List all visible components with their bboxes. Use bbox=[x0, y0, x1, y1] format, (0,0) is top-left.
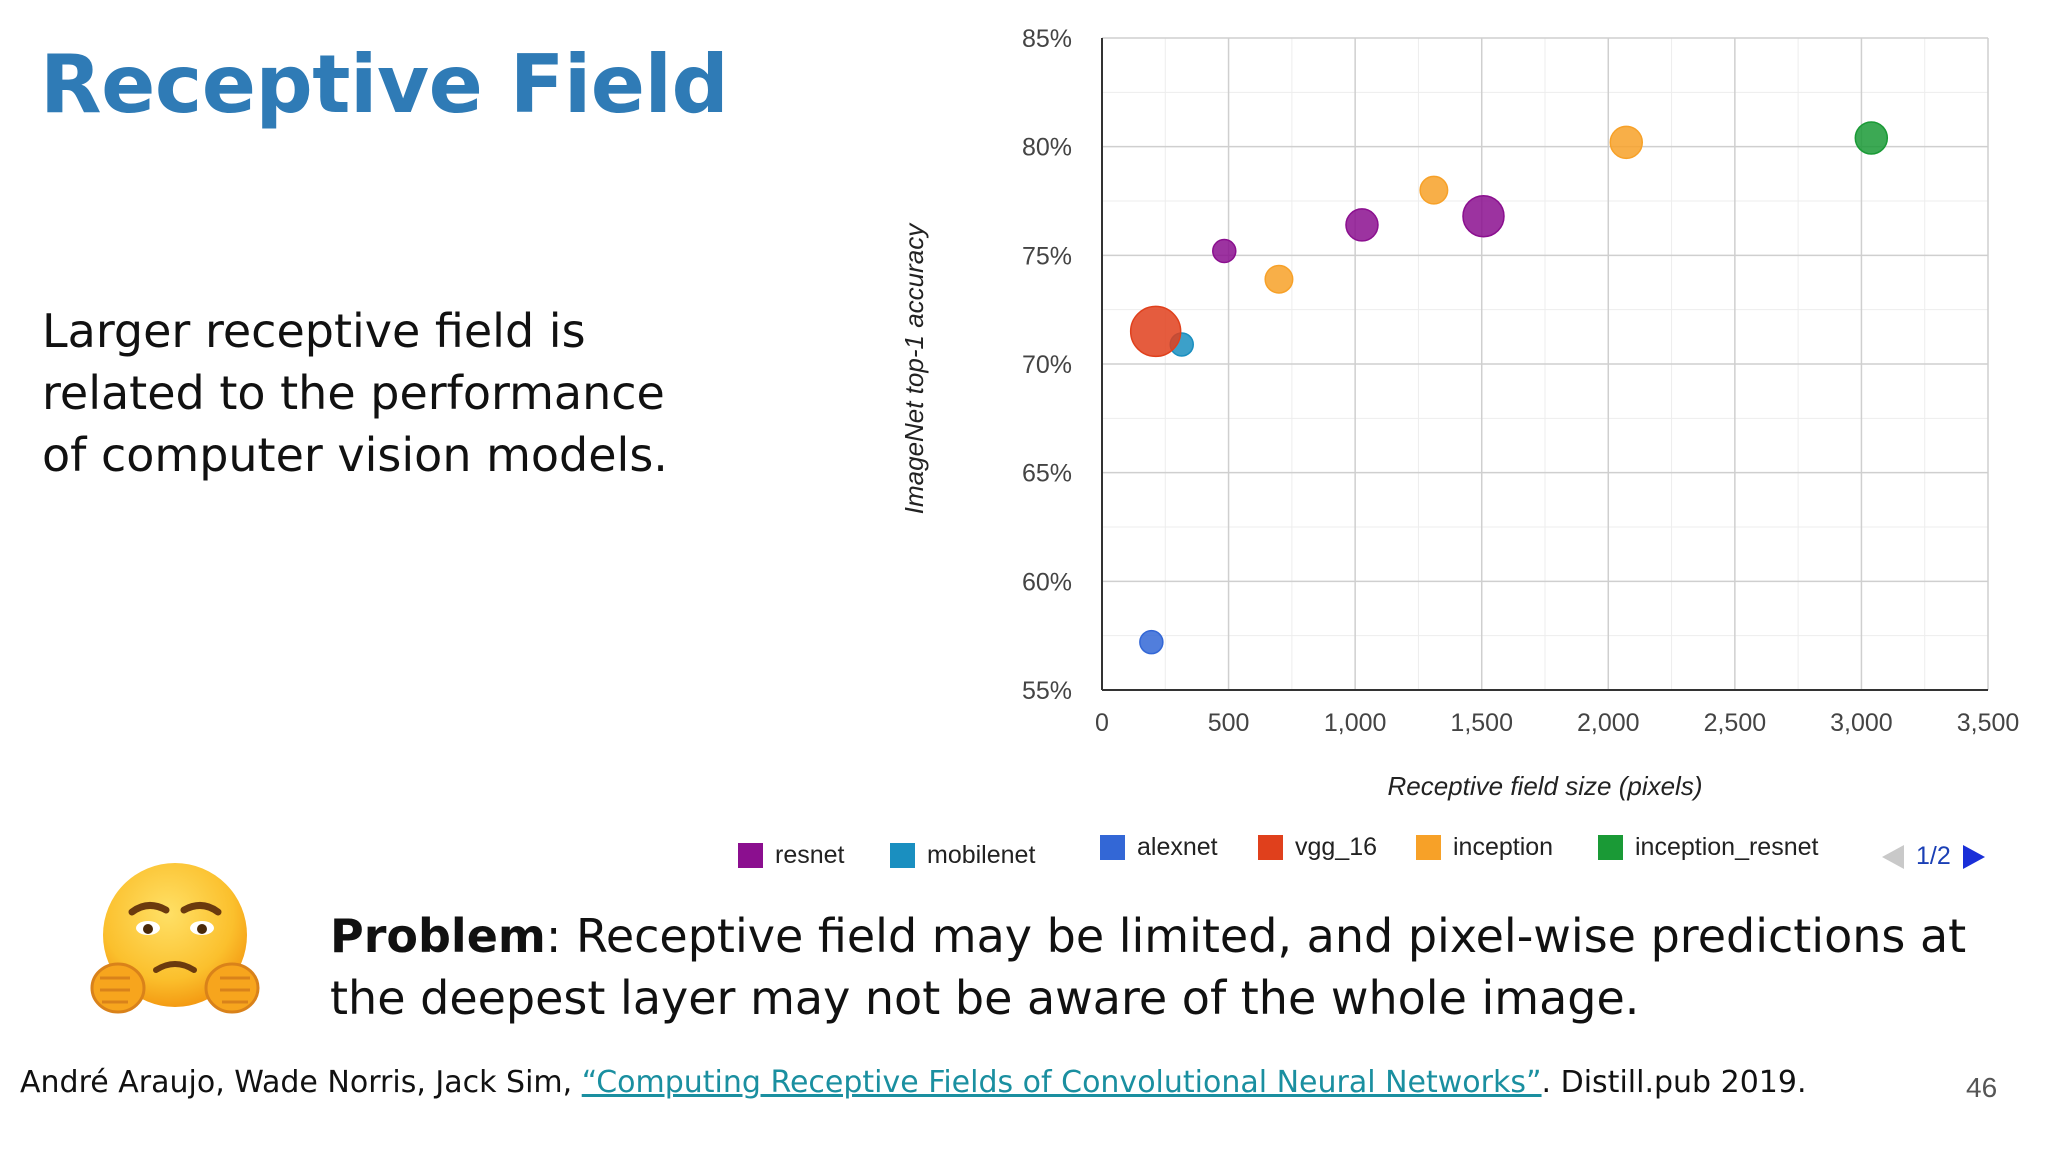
legend-item-inception_resnet[interactable]: inception_resnet bbox=[1598, 833, 1818, 862]
data-point-inception_resnet bbox=[1854, 121, 1889, 155]
legend-item-vgg_16[interactable]: vgg_16 bbox=[1258, 833, 1377, 862]
previous-page-arrow-icon[interactable] bbox=[1882, 844, 1904, 869]
x-tick-label: 2,000 bbox=[1577, 709, 1640, 737]
legend-label: inception bbox=[1453, 833, 1554, 861]
legend-swatch bbox=[1258, 835, 1283, 860]
y-tick-label: 85% bbox=[1022, 25, 1072, 53]
citation-authors: André Araujo, Wade Norris, Jack Sim, bbox=[20, 1065, 582, 1100]
data-point-vgg_16 bbox=[1129, 305, 1182, 358]
body-line: Larger receptive field is bbox=[42, 304, 586, 358]
y-tick-label: 60% bbox=[1022, 568, 1072, 596]
legend-swatch bbox=[1100, 835, 1125, 860]
y-tick-label: 65% bbox=[1022, 460, 1072, 488]
y-tick-label: 75% bbox=[1022, 242, 1072, 270]
slide-body: Larger receptive field is related to the… bbox=[42, 300, 722, 486]
x-axis-title: Receptive field size (pixels) bbox=[1387, 771, 1702, 801]
x-tick-label: 2,500 bbox=[1704, 709, 1767, 737]
thinking-thumbs-down-emoji-icon bbox=[90, 863, 260, 1014]
x-tick-label: 1,000 bbox=[1324, 709, 1387, 737]
legend-item-mobilenet[interactable]: mobilenet bbox=[890, 841, 1035, 870]
legend-item-resnet[interactable]: resnet bbox=[738, 841, 844, 870]
chart-legend: resnet mobilenet alexnet vgg_16 inception inc… bbox=[730, 830, 2030, 880]
y-axis-title: ImageNet top-1 accuracy bbox=[899, 222, 929, 514]
y-tick-label: 70% bbox=[1022, 351, 1072, 379]
citation-tail: . Distill.pub 2019. bbox=[1541, 1065, 1807, 1100]
data-point-resnet bbox=[1462, 194, 1505, 238]
data-point-inception bbox=[1419, 175, 1449, 205]
page-number: 46 bbox=[1966, 1072, 1998, 1103]
legend-pager: 1/2 bbox=[1882, 842, 1985, 871]
scatter-chart: 0 500 1,000 1,500 2,000 2,500 3,000 3,500 55% 60%… bbox=[899, 25, 2020, 801]
body-line: of computer vision models. bbox=[42, 428, 668, 482]
data-point-resnet bbox=[1212, 238, 1237, 264]
legend-item-inception[interactable]: inception bbox=[1416, 833, 1553, 862]
citation-link[interactable]: “Computing Receptive Fields of Convoluti… bbox=[581, 1065, 1542, 1100]
legend-label: resnet bbox=[775, 841, 845, 869]
problem-statement: Problem: Receptive field may be limited,… bbox=[330, 905, 2010, 1029]
x-tick-label: 0 bbox=[1095, 709, 1109, 737]
data-point-resnet bbox=[1345, 208, 1379, 242]
legend-swatch bbox=[738, 843, 763, 868]
legend-swatch bbox=[1416, 835, 1441, 860]
next-page-arrow-icon[interactable] bbox=[1962, 844, 1985, 869]
legend-swatch bbox=[890, 843, 915, 868]
y-tick-label: 80% bbox=[1022, 134, 1072, 162]
y-tick-label: 55% bbox=[1022, 677, 1072, 705]
problem-label: Problem bbox=[330, 909, 546, 963]
problem-text: : Receptive field may be limited, and pi… bbox=[330, 909, 1967, 1025]
legend-label: inception_resnet bbox=[1635, 833, 1819, 861]
x-tick-label: 500 bbox=[1208, 709, 1250, 737]
x-tick-label: 1,500 bbox=[1450, 709, 1513, 737]
legend-swatch bbox=[1598, 835, 1623, 860]
data-point-alexnet bbox=[1139, 629, 1164, 655]
legend-label: vgg_16 bbox=[1295, 833, 1378, 861]
slide-title: Receptive Field bbox=[40, 38, 729, 131]
data-point-inception bbox=[1609, 125, 1644, 160]
data-point-inception bbox=[1264, 264, 1294, 294]
legend-item-alexnet[interactable]: alexnet bbox=[1100, 833, 1218, 862]
citation: André Araujo, Wade Norris, Jack Sim, “Co… bbox=[20, 1063, 1820, 1103]
legend-label: mobilenet bbox=[927, 841, 1036, 869]
legend-page-indicator: 1/2 bbox=[1916, 842, 1951, 870]
body-line: related to the performance bbox=[42, 366, 665, 420]
x-tick-label: 3,500 bbox=[1957, 709, 2020, 737]
x-tick-label: 3,000 bbox=[1830, 709, 1893, 737]
legend-label: alexnet bbox=[1137, 833, 1218, 861]
